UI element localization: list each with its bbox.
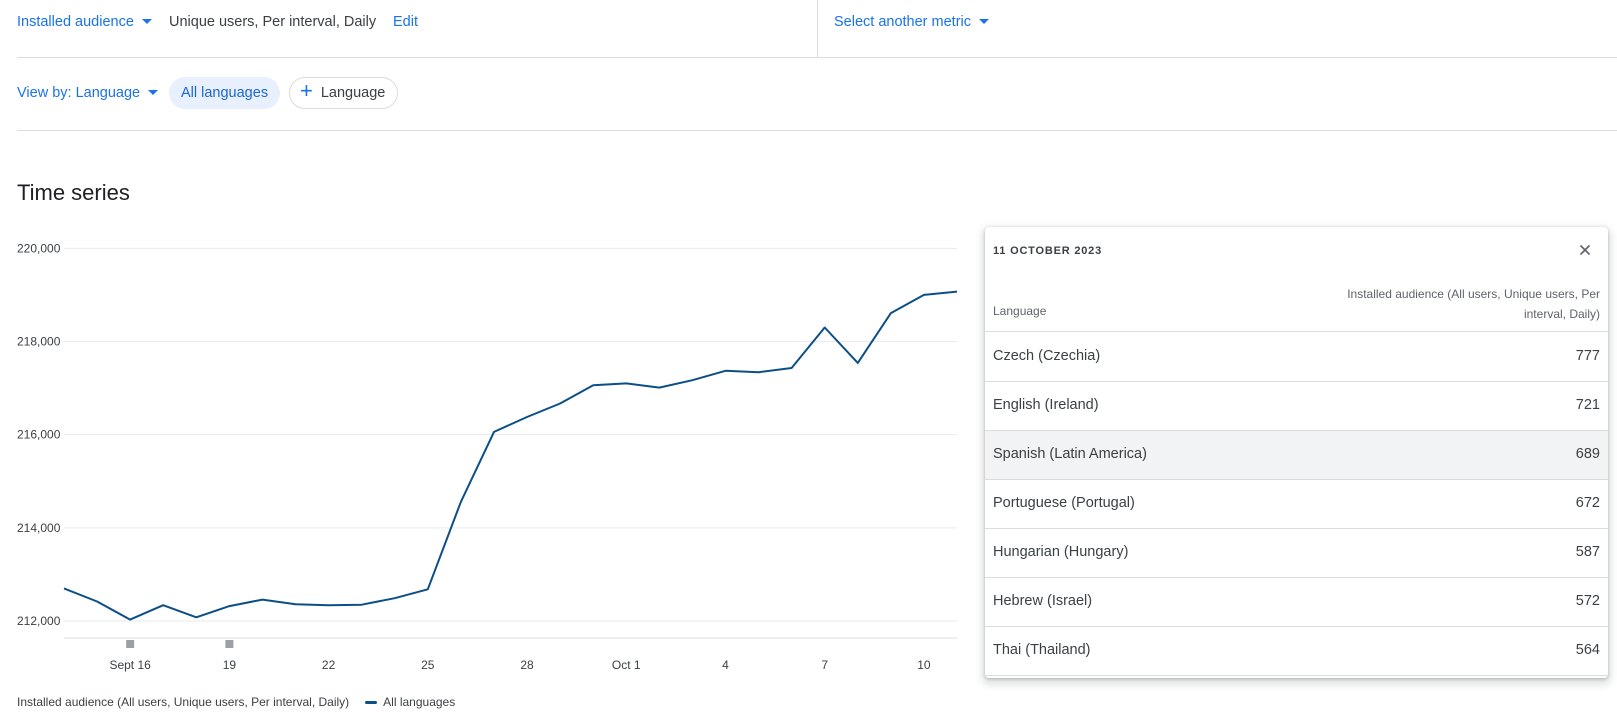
row-language: Hebrew (Israel) bbox=[993, 593, 1093, 609]
row-value: 777 bbox=[1575, 348, 1600, 364]
time-series-chart[interactable]: 220,000 218,000 216,000 214,000 212,000 Sept … bbox=[0, 225, 960, 722]
section-title: Time series bbox=[17, 180, 130, 205]
metric-bar: Installed audience Unique users, Per int… bbox=[0, 0, 1617, 58]
metric-detail: Unique users, Per interval, Daily bbox=[169, 14, 377, 30]
row-language: Portuguese (Portugal) bbox=[993, 495, 1135, 511]
row-language: Czech (Czechia) bbox=[993, 348, 1101, 364]
chevron-down-icon bbox=[141, 18, 152, 24]
column-header-metric: Installed audience (All users, Unique us… bbox=[1347, 287, 1600, 321]
x-tick-label: 19 bbox=[223, 658, 237, 672]
chart-legend: Installed audience (All users, Unique us… bbox=[17, 695, 455, 709]
compare-metric-dropdown[interactable]: Select another metric bbox=[834, 14, 990, 30]
plus-icon: + bbox=[300, 78, 313, 104]
x-tick-label: Sept 16 bbox=[109, 658, 151, 672]
x-tick-label: 28 bbox=[520, 658, 534, 672]
panel-rows: Czech (Czechia) 777 English (Ireland) 721 … bbox=[985, 333, 1608, 676]
chevron-down-icon bbox=[979, 18, 990, 24]
add-language-label: Language bbox=[320, 85, 386, 101]
panel-date: 11 OCTOBER 2023 bbox=[993, 245, 1103, 257]
y-tick-label: 216,000 bbox=[17, 428, 61, 442]
x-tick-label: 10 bbox=[917, 658, 931, 672]
row-value: 721 bbox=[1575, 397, 1600, 413]
row-language: Thai (Thailand) bbox=[993, 642, 1091, 658]
x-tick-label: 25 bbox=[421, 658, 435, 672]
row-value: 587 bbox=[1575, 544, 1600, 560]
row-value: 572 bbox=[1575, 593, 1600, 609]
compare-metric-area: Select another metric bbox=[817, 0, 1617, 58]
table-row[interactable]: Czech (Czechia) 777 bbox=[985, 333, 1608, 382]
row-value: 672 bbox=[1575, 495, 1600, 511]
row-value: 564 bbox=[1575, 642, 1600, 658]
compare-metric-label: Select another metric bbox=[834, 14, 972, 30]
table-row[interactable]: Portuguese (Portugal) 672 bbox=[985, 480, 1608, 529]
row-language: Hungarian (Hungary) bbox=[993, 544, 1129, 560]
view-by-dropdown[interactable]: View by: Language bbox=[17, 85, 159, 101]
x-tick-label: 22 bbox=[322, 658, 336, 672]
add-language-chip[interactable]: + Language bbox=[289, 77, 399, 109]
filter-row: View by: Language All languages + Languag… bbox=[17, 57, 1617, 131]
row-value: 689 bbox=[1575, 446, 1600, 462]
chart-svg: 220,000 218,000 216,000 214,000 212,000 Sept … bbox=[17, 241, 958, 672]
column-header-language: Language bbox=[993, 304, 1047, 318]
row-language: Spanish (Latin America) bbox=[993, 446, 1147, 462]
row-language: English (Ireland) bbox=[993, 397, 1099, 413]
metric-dropdown[interactable]: Installed audience bbox=[17, 14, 152, 30]
y-tick-label: 220,000 bbox=[17, 241, 61, 255]
table-row[interactable]: Spanish (Latin America) 689 bbox=[985, 431, 1608, 480]
close-icon[interactable] bbox=[1576, 241, 1594, 259]
x-tick-label: Oct 1 bbox=[612, 658, 641, 672]
y-tick-label: 214,000 bbox=[17, 521, 61, 535]
view-by-label: View by: Language bbox=[17, 85, 141, 101]
edit-button[interactable]: Edit bbox=[393, 14, 418, 30]
chevron-down-icon bbox=[148, 89, 159, 95]
date-detail-panel: 11 OCTOBER 2023 Language Installed audie… bbox=[985, 227, 1608, 678]
table-row[interactable]: Hungarian (Hungary) 587 bbox=[985, 529, 1608, 578]
y-tick-label: 212,000 bbox=[17, 614, 61, 628]
table-row[interactable]: English (Ireland) 721 bbox=[985, 382, 1608, 431]
x-tick-label: 7 bbox=[821, 658, 828, 672]
y-tick-label: 218,000 bbox=[17, 334, 61, 348]
legend-series[interactable]: All languages bbox=[383, 695, 456, 709]
x-tick-label: 4 bbox=[722, 658, 729, 672]
event-marker[interactable] bbox=[225, 640, 234, 648]
table-row[interactable]: Thai (Thailand) 564 bbox=[985, 627, 1608, 676]
series-line-all-languages[interactable] bbox=[63, 290, 958, 621]
metric-dropdown-label: Installed audience bbox=[17, 14, 134, 30]
legend-swatch bbox=[365, 701, 378, 705]
all-languages-chip[interactable]: All languages bbox=[169, 77, 281, 109]
legend-metric: Installed audience (All users, Unique us… bbox=[17, 695, 350, 709]
table-row[interactable]: Hebrew (Israel) 572 bbox=[985, 578, 1608, 627]
metric-selector-area: Installed audience Unique users, Per int… bbox=[17, 0, 817, 58]
divider bbox=[985, 331, 1608, 332]
event-marker[interactable] bbox=[126, 640, 135, 648]
